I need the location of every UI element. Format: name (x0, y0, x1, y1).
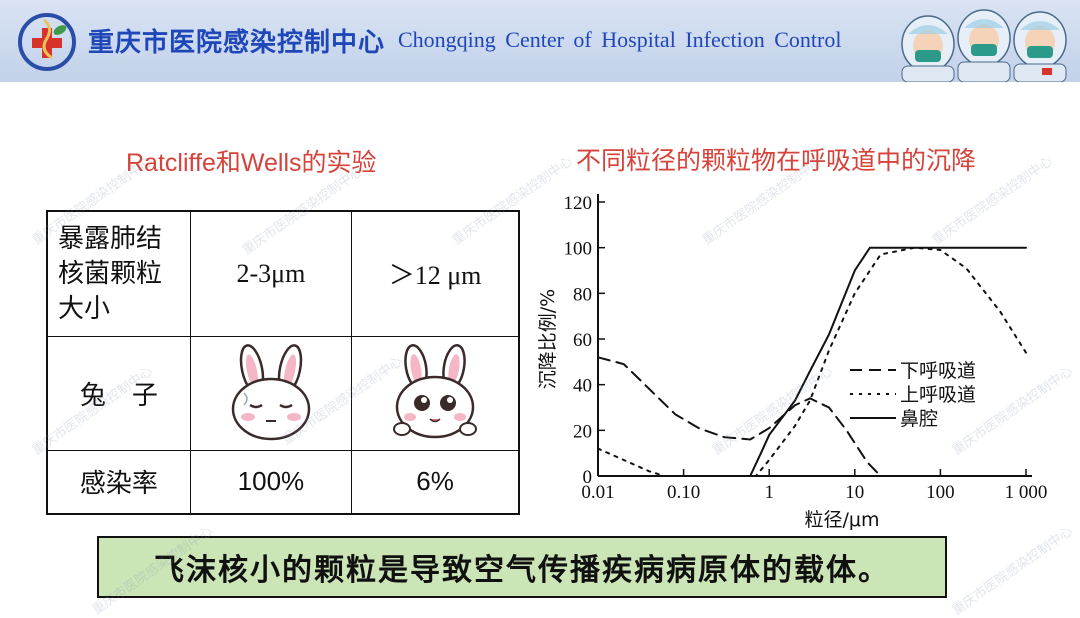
table-row: 兔 子 (46, 335, 520, 451)
legend-label: 下呼吸道 (900, 360, 976, 382)
healthy-rabbit-icon (393, 344, 478, 439)
label-line: 大小 (58, 294, 111, 324)
size-large-cell: ＞12 μm (351, 210, 520, 337)
y-tick-label: 40 (573, 376, 592, 397)
header-band: 重庆市医院感染控制中心 Chongqing Center of Hospital… (0, 0, 1080, 82)
legend-label: 上呼吸道 (900, 384, 976, 406)
rabbit-label-cell: 兔 子 (46, 335, 191, 451)
experiment-table: 暴露肺结 核菌颗粒 大小 2-3μm ＞12 μm 兔 子 (46, 210, 520, 515)
y-tick-label: 80 (573, 284, 592, 305)
particle-size-header: 暴露肺结 核菌颗粒 大小 (46, 210, 191, 337)
x-tick-label: 1 000 (1005, 482, 1048, 503)
infection-rate-small: 100% (189, 449, 353, 515)
y-axis-label: 沉降比例/% (537, 289, 559, 389)
header-title-cn: 重庆市医院感染控制中心 (88, 27, 386, 57)
x-tick-label: 0.01 (581, 482, 614, 503)
table-row: 感染率 100% 6% (46, 449, 520, 515)
x-tick-label: 1 (764, 482, 774, 503)
x-axis-label: 粒径/μm (805, 509, 880, 531)
conclusion-box: 飞沫核小的颗粒是导致空气传播疾病病原体的载体。 (97, 536, 947, 598)
y-tick-label: 20 (573, 421, 592, 442)
x-tick-label: 0.10 (667, 482, 700, 503)
infection-rate-label: 感染率 (46, 449, 191, 515)
series-line-2 (597, 246, 1027, 477)
x-tick-label: 10 (845, 482, 864, 503)
series-line-1 (597, 356, 882, 477)
sick-rabbit-icon (231, 344, 311, 441)
y-tick-label: 120 (564, 193, 593, 214)
chart-title: 不同粒径的颗粒物在呼吸道中的沉降 (576, 147, 977, 175)
y-tick-label: 100 (564, 239, 593, 260)
header-title-en: Chongqing Center of Hospital Infection C… (398, 27, 842, 52)
legend-label: 鼻腔 (900, 408, 938, 430)
deposition-chart: 0 20 40 60 80 100 120 0.01 0.10 1 10 100 1 000 沉降比例/%… (537, 193, 1048, 531)
series-line-3 (749, 246, 1027, 477)
conclusion-text: 飞沫核小的颗粒是导致空气传播疾病病原体的载体。 (154, 553, 890, 588)
healthy-rabbit-cell (351, 335, 520, 451)
infection-rate-large: 6% (351, 449, 520, 515)
sick-rabbit-cell (189, 335, 353, 451)
size-small-cell: 2-3μm (189, 210, 353, 337)
experiment-title: Ratcliffe和Wells的实验 (126, 149, 377, 177)
medical-staff-illustration-icon (901, 9, 1067, 82)
y-tick-label: 60 (573, 330, 592, 351)
label-line: 核菌颗粒 (58, 259, 163, 289)
table-row: 暴露肺结 核菌颗粒 大小 2-3μm ＞12 μm (46, 210, 520, 337)
hospital-logo-icon (18, 13, 76, 71)
y-tick-label: 0 (583, 467, 593, 488)
x-tick-label: 100 (926, 482, 955, 503)
label-line: 暴露肺结 (58, 224, 163, 254)
